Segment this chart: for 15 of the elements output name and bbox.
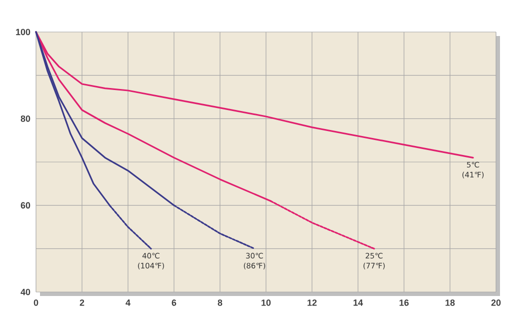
y-tick-label: 100 [16,28,30,36]
x-tick-label: 20 [491,300,501,306]
x-tick-label: 12 [308,300,317,306]
x-tick-label: 2 [80,300,84,306]
x-tick-label: 16 [400,300,409,306]
x-tick-label: 14 [354,300,363,306]
x-tick-label: 4 [126,300,130,306]
y-tick-label: 80 [20,115,30,122]
x-tick-label: 10 [262,300,271,306]
x-tick-label: 6 [172,300,176,306]
x-tick-label: 18 [446,300,455,306]
y-tick-label: 60 [20,202,30,209]
x-tick-label: 8 [218,300,222,306]
x-tick-label: 0 [34,300,38,306]
y-tick-label: 40 [20,288,30,296]
